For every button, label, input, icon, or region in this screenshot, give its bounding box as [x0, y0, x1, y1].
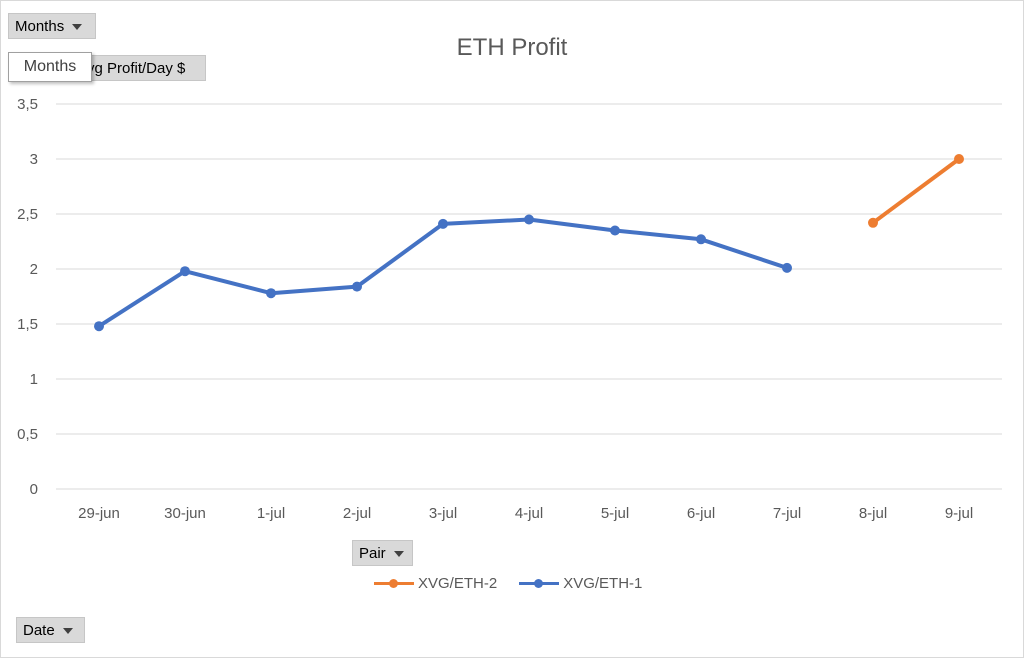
data-point[interactable] — [610, 225, 620, 236]
series-xvg-eth-2 — [868, 154, 964, 228]
x-tick-label: 29-jun — [78, 505, 120, 522]
x-tick-label: 7-jul — [773, 505, 801, 522]
legend-item-xvg-eth-1[interactable]: XVG/ETH-1 — [519, 574, 642, 592]
y-tick-label: 0,5 — [17, 426, 38, 443]
y-tick-label: 3,5 — [17, 96, 38, 113]
data-point[interactable] — [954, 154, 964, 164]
legend: XVG/ETH-2 XVG/ETH-1 — [374, 574, 642, 592]
y-axis-ticks: 0 0,5 1 1,5 2 2,5 3 3,5 — [17, 96, 38, 498]
y-tick-label: 1 — [30, 371, 38, 388]
date-filter-label: Date — [23, 621, 55, 639]
x-tick-label: 30-jun — [164, 505, 206, 522]
y-tick-label: 2 — [30, 261, 38, 278]
chevron-down-icon — [62, 628, 73, 634]
series-lines — [94, 154, 964, 332]
legend-label: XVG/ETH-1 — [563, 574, 643, 592]
y-tick-label: 1,5 — [17, 316, 38, 333]
y-tick-label: 3 — [30, 151, 38, 168]
chart-title: ETH Profit — [456, 34, 568, 61]
x-tick-label: 3-jul — [429, 505, 457, 522]
series-line — [871, 157, 961, 225]
value-field-label: vg Profit/Day $ — [87, 59, 186, 77]
x-tick-label: 1-jul — [257, 505, 285, 522]
x-tick-label: 6-jul — [687, 505, 715, 522]
series-xvg-eth-1 — [94, 214, 792, 332]
value-field-button[interactable]: vg Profit/Day $ — [78, 55, 206, 81]
chevron-down-icon — [393, 551, 404, 557]
data-point[interactable] — [868, 217, 878, 228]
legend-item-xvg-eth-2[interactable]: XVG/ETH-2 — [374, 574, 497, 592]
x-axis-ticks: 29-jun 30-jun 1-jul 2-jul 3-jul 4-jul 5-jul 6-j… — [78, 505, 973, 522]
series-line — [97, 217, 789, 329]
data-point[interactable] — [696, 234, 706, 245]
y-tick-label: 0 — [30, 481, 38, 498]
legend-swatch-icon — [519, 574, 560, 592]
data-point[interactable] — [352, 281, 362, 292]
x-tick-label: 8-jul — [859, 505, 887, 522]
data-point[interactable] — [524, 214, 534, 225]
legend-label: XVG/ETH-2 — [418, 574, 498, 592]
months-filter-label: Months — [15, 17, 65, 35]
legend-swatch-icon — [374, 574, 414, 592]
chevron-down-icon — [72, 24, 83, 30]
tooltip: Months — [8, 52, 92, 82]
date-filter-button[interactable]: Date — [16, 617, 85, 643]
tooltip-text: Months — [23, 58, 77, 75]
x-tick-label: 2-jul — [343, 505, 371, 522]
x-tick-label: 4-jul — [515, 505, 543, 522]
data-point[interactable] — [438, 218, 448, 229]
y-tick-label: 2,5 — [17, 206, 38, 223]
gridlines — [56, 103, 1002, 490]
x-tick-label: 5-jul — [601, 505, 629, 522]
months-filter-button[interactable]: Months — [8, 13, 96, 39]
pair-filter-label: Pair — [359, 544, 386, 562]
data-point[interactable] — [94, 321, 104, 332]
data-point[interactable] — [266, 288, 276, 299]
x-tick-label: 9-jul — [945, 505, 973, 522]
pair-filter-button[interactable]: Pair — [352, 540, 413, 566]
data-point[interactable] — [180, 266, 190, 277]
data-point[interactable] — [782, 262, 792, 273]
